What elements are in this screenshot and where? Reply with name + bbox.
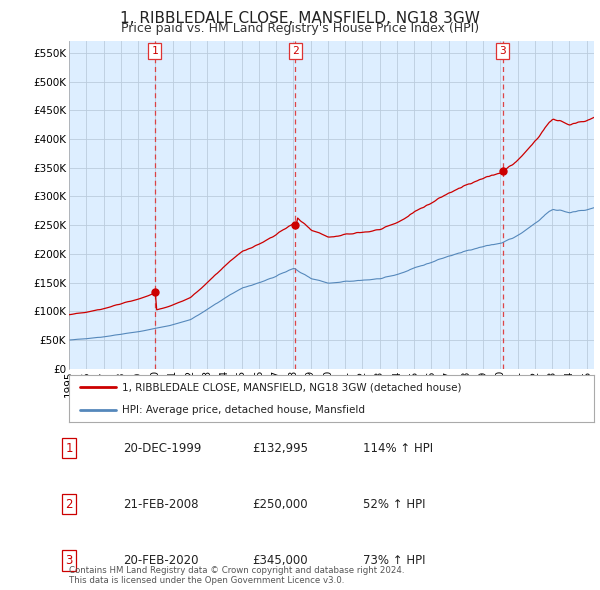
Text: 2: 2: [292, 46, 299, 56]
Text: 73% ↑ HPI: 73% ↑ HPI: [363, 554, 425, 567]
Text: 114% ↑ HPI: 114% ↑ HPI: [363, 442, 433, 455]
Text: 52% ↑ HPI: 52% ↑ HPI: [363, 498, 425, 511]
Text: £345,000: £345,000: [252, 554, 308, 567]
Text: 1, RIBBLEDALE CLOSE, MANSFIELD, NG18 3GW (detached house): 1, RIBBLEDALE CLOSE, MANSFIELD, NG18 3GW…: [121, 382, 461, 392]
Text: £250,000: £250,000: [252, 498, 308, 511]
Text: 3: 3: [65, 554, 73, 567]
Text: Contains HM Land Registry data © Crown copyright and database right 2024.
This d: Contains HM Land Registry data © Crown c…: [69, 566, 404, 585]
Text: 21-FEB-2008: 21-FEB-2008: [123, 498, 199, 511]
Text: 3: 3: [499, 46, 506, 56]
Text: £132,995: £132,995: [252, 442, 308, 455]
Text: Price paid vs. HM Land Registry's House Price Index (HPI): Price paid vs. HM Land Registry's House …: [121, 22, 479, 35]
Text: 2: 2: [65, 498, 73, 511]
Text: 20-FEB-2020: 20-FEB-2020: [123, 554, 199, 567]
Text: 20-DEC-1999: 20-DEC-1999: [123, 442, 202, 455]
Text: 1: 1: [65, 442, 73, 455]
Text: HPI: Average price, detached house, Mansfield: HPI: Average price, detached house, Mans…: [121, 405, 365, 415]
Text: 1: 1: [151, 46, 158, 56]
Text: 1, RIBBLEDALE CLOSE, MANSFIELD, NG18 3GW: 1, RIBBLEDALE CLOSE, MANSFIELD, NG18 3GW: [120, 11, 480, 25]
